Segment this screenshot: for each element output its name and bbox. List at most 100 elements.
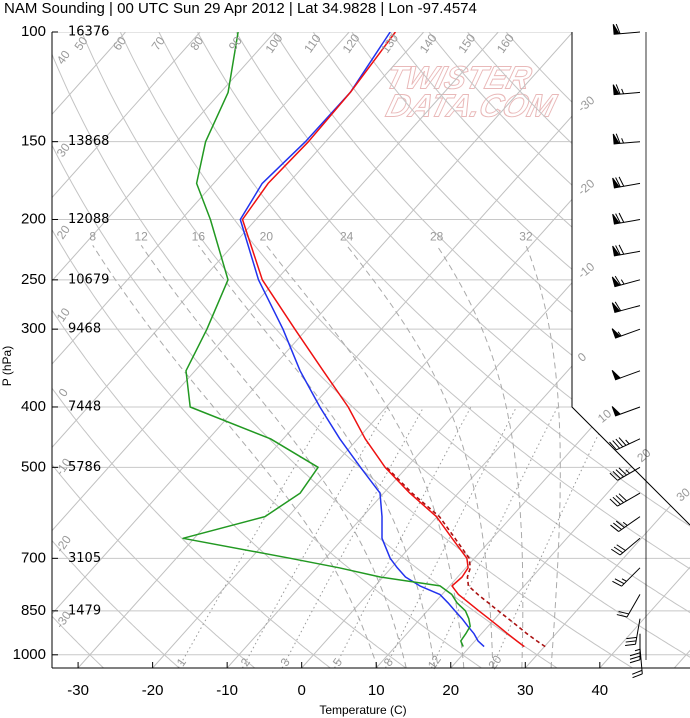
y-tick-label: 250 [21,271,46,288]
moist-adiabat-label: 32 [519,229,533,243]
wind-barb [612,23,641,35]
wind-barb [609,492,641,507]
moist-adiabat-label: 20 [260,229,274,243]
dry-adiabat [312,32,690,668]
height-label: 1479 [68,603,101,618]
y-tick-label: 500 [21,458,46,475]
mixing-ratio-line [385,406,517,668]
x-tick-label: 40 [591,682,608,699]
watermark-text: DATA.COM [383,88,561,123]
height-label: 10679 [68,272,109,287]
y-axis-label: P (hPa) [0,346,14,386]
dry-adiabat [52,32,482,668]
dry-adiabat [52,32,331,668]
x-tick-label: 0 [298,682,306,699]
wind-barb [609,437,641,451]
wind-barb [632,647,643,679]
watermark-text: TWISTER [382,60,536,95]
isotherm [52,32,201,668]
watermark: TWISTER DATA.COM [381,59,561,123]
wind-barb [612,84,641,96]
profile-line [386,466,546,648]
isotherm [52,32,499,668]
height-label: 5786 [68,460,101,475]
profile-line [241,32,525,648]
profile-line [239,32,485,648]
x-axis-label: Temperature (C) [319,703,406,717]
dry-adiabat [274,32,690,668]
y-tick-label: 200 [21,210,46,227]
x-tick-label: 30 [517,682,534,699]
wind-barb [611,301,641,313]
dry-adiabat [52,32,180,668]
dry-adiabat [52,32,558,668]
wind-barb [611,275,641,288]
y-tick-label: 150 [21,133,46,150]
isotherm [52,32,574,668]
isotherm [450,32,690,668]
wind-barb [612,176,641,189]
x-tick-label: -30 [67,682,89,699]
dry-adiabat [235,32,690,668]
height-label: 3105 [68,551,101,566]
y-tick-label: 100 [21,23,46,40]
wind-barb [625,618,641,647]
wind-barb [609,466,641,481]
wind-barb [611,537,641,556]
isotherm [52,32,425,668]
wind-barb [612,244,641,257]
moist-adiabat-label: 28 [430,229,444,243]
dry-adiabat [158,32,690,668]
moist-adiabat-label: 16 [192,229,206,243]
height-label: 9468 [68,322,101,337]
moist-adiabat [265,244,465,668]
height-label: 16376 [68,25,109,40]
profile-line [182,32,471,647]
moist-adiabat-label: 12 [134,229,148,243]
isotherm [52,32,276,668]
wind-barb [611,369,641,381]
isotherm-label: 30 [674,485,690,505]
mixing-ratio-line [491,406,612,668]
x-tick-label: -10 [216,682,238,699]
wind-barb [612,567,641,587]
moist-adiabat [197,245,436,668]
x-tick-label: 20 [442,682,459,699]
dry-adiabat [81,32,690,668]
dry-adiabat [52,32,407,668]
moist-adiabat [436,245,524,668]
wind-barb [611,406,641,417]
dry-adiabat [52,32,633,668]
y-tick-label: 400 [21,398,46,415]
wind-barb [612,212,641,225]
dry-adiabat [196,32,690,668]
y-tick-label: 300 [21,320,46,337]
height-label: 13868 [68,134,109,149]
mixing-ratio-line [431,406,559,668]
wind-barb [610,516,641,532]
wind-barb [616,594,641,618]
moist-adiabat-label: 24 [340,229,354,243]
chart-title: NAM Sounding | 00 UTC Sun 29 Apr 2012 | … [4,0,477,17]
height-label: 12088 [68,212,109,227]
isotherm [524,32,690,668]
x-tick-label: 10 [368,682,385,699]
y-tick-label: 1000 [13,646,46,663]
plot-boundary [571,32,690,526]
dry-adiabat [52,32,104,668]
moist-adiabat [525,245,561,668]
moist-adiabat-label: 8 [89,229,96,243]
wind-barb [629,633,641,664]
isotherm [77,32,648,668]
mixing-ratio-line [334,406,472,668]
dry-adiabat [119,32,690,668]
y-tick-label: 700 [21,549,46,566]
moist-adiabat [92,245,379,668]
wind-barb [611,328,641,339]
x-tick-label: -20 [142,682,164,699]
y-tick-label: 850 [21,602,46,619]
isotherm [52,32,350,668]
wind-barb [612,133,641,145]
height-label: 7448 [68,399,101,414]
